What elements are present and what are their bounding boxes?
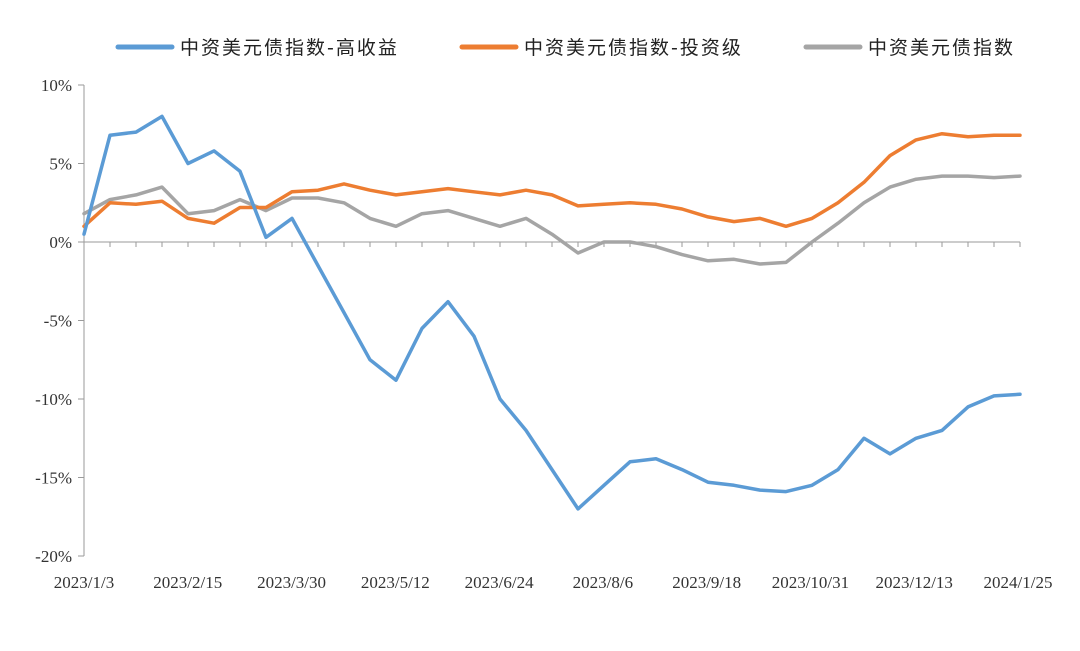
legend: 中资美元债指数-高收益 中资美元债指数-投资级 中资美元债指数: [115, 37, 1015, 59]
x-tick-label: 2023/2/15: [153, 573, 222, 592]
x-tick-label: 2023/6/24: [465, 573, 534, 592]
series-line: [82, 174, 1022, 266]
x-tick-label: 2023/8/6: [573, 573, 633, 592]
x-tick-label: 2023/1/3: [54, 573, 114, 592]
series-line: [82, 114, 1022, 511]
y-tick-label: -10%: [35, 390, 72, 409]
x-tick-label: 2023/3/30: [257, 573, 326, 592]
x-tick-label: 2023/9/18: [672, 573, 741, 592]
series-group: [82, 114, 1022, 511]
y-tick-label: -5%: [44, 312, 72, 331]
x-axis: 2023/1/3 2023/2/15 2023/3/30 2023/5/12 2023/…: [54, 241, 1053, 592]
legend-label: 中资美元债指数: [868, 37, 1015, 59]
x-tick-label: 2023/10/31: [772, 573, 849, 592]
x-tick-label: 2024/1/25: [984, 573, 1053, 592]
x-tick-label: 2023/12/13: [875, 573, 952, 592]
y-tick-label: -20%: [35, 547, 72, 566]
y-axis: 10% 5% 0% -5% -10% -15% -20%: [35, 76, 85, 566]
legend-label: 中资美元债指数-高收益: [180, 37, 399, 59]
y-tick-label: -15%: [35, 469, 72, 488]
series-line: [82, 131, 1022, 229]
y-tick-label: 10%: [41, 76, 72, 95]
legend-label: 中资美元债指数-投资级: [524, 37, 743, 59]
y-tick-label: 5%: [49, 155, 72, 174]
x-tick-label: 2023/5/12: [361, 573, 430, 592]
y-tick-label: 0%: [49, 233, 72, 252]
